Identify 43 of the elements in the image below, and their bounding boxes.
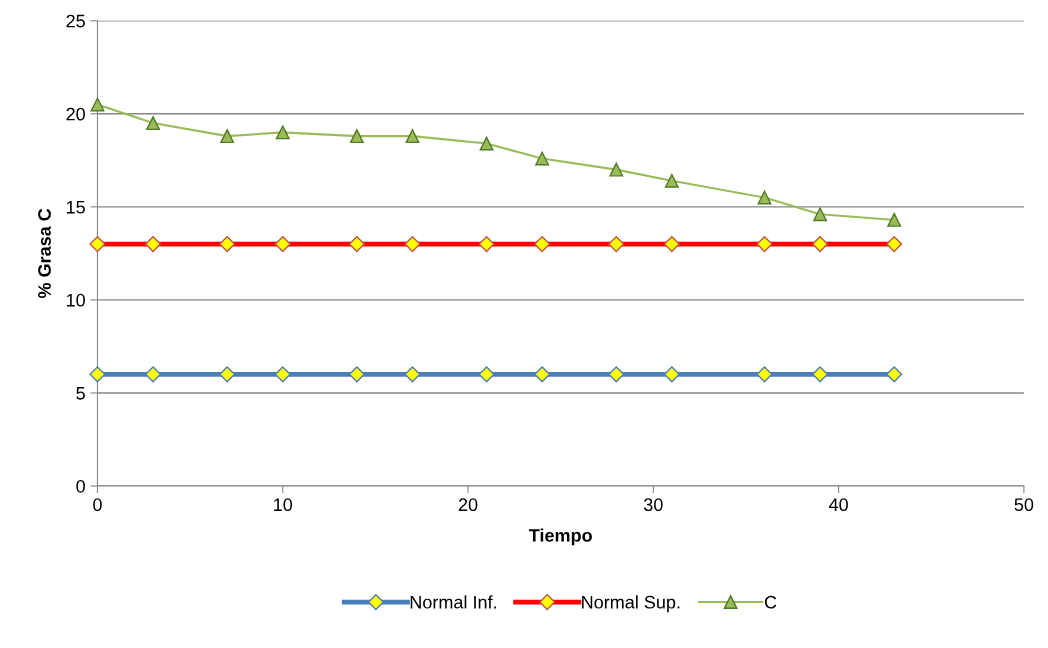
point xyxy=(349,129,364,144)
point xyxy=(478,366,495,383)
point xyxy=(756,366,773,383)
point xyxy=(609,162,624,177)
point xyxy=(275,125,290,140)
y-axis-title: % Grasa C xyxy=(38,208,51,299)
x-axis-title: Tiempo xyxy=(528,528,592,546)
point xyxy=(664,173,679,188)
point xyxy=(887,212,902,227)
point xyxy=(89,366,106,383)
point xyxy=(405,129,420,144)
point xyxy=(274,366,291,383)
x-tick-label: 50 xyxy=(1014,498,1034,512)
y-tick-label: 25 xyxy=(66,14,85,28)
point xyxy=(886,366,903,383)
point xyxy=(90,97,105,112)
point xyxy=(220,129,235,144)
legend-label: Normal Inf. xyxy=(410,595,496,609)
y-tick-label: 15 xyxy=(66,200,85,214)
point xyxy=(812,366,829,383)
point xyxy=(534,366,551,383)
y-tick-label: 5 xyxy=(76,387,85,400)
x-tick-label: 20 xyxy=(458,498,478,512)
x-tick-label: 40 xyxy=(828,498,848,512)
x-tick-label: 10 xyxy=(274,498,293,512)
point xyxy=(219,366,236,383)
point xyxy=(757,190,772,205)
point xyxy=(146,116,160,131)
point xyxy=(663,366,680,383)
point xyxy=(608,366,625,383)
point xyxy=(813,207,828,222)
y-tick-label: 0 xyxy=(76,479,85,493)
y-tick-label: 20 xyxy=(66,107,85,121)
point xyxy=(348,366,365,383)
y-tick-label: 10 xyxy=(66,293,85,307)
point xyxy=(535,151,550,166)
legend-label: Normal Sup. xyxy=(582,595,680,613)
point xyxy=(404,366,421,383)
point xyxy=(479,136,494,151)
legend-label: C xyxy=(764,595,777,609)
point xyxy=(144,366,162,383)
x-tick-label: 30 xyxy=(643,498,663,512)
x-tick-label: 0 xyxy=(93,498,102,512)
